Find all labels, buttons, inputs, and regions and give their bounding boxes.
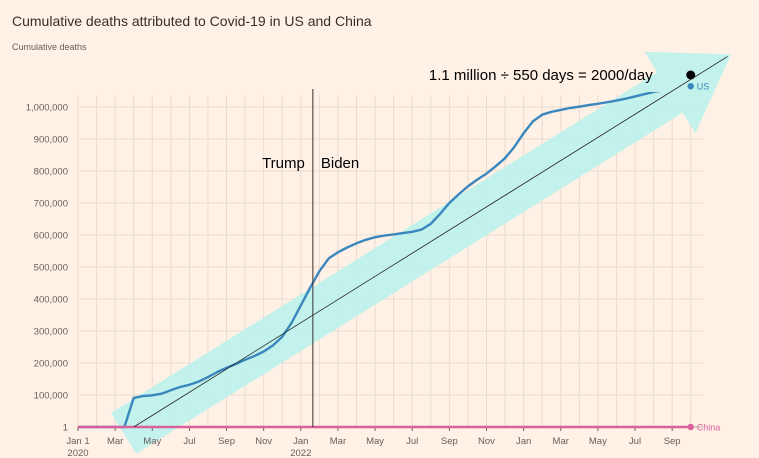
y-axis-label: Cumulative deaths bbox=[12, 42, 87, 52]
y-tick-label: 700,000 bbox=[34, 199, 68, 210]
x-tick-label: Jan bbox=[293, 436, 308, 447]
x-tick-label: Sep bbox=[218, 436, 235, 447]
series bbox=[78, 92, 691, 429]
y-tick-label: 400,000 bbox=[34, 295, 68, 306]
y-tick-label: 800,000 bbox=[34, 167, 68, 178]
x-tick-label: Mar bbox=[553, 436, 569, 447]
series-labels: US China bbox=[687, 82, 721, 433]
x-tick-label: Sep bbox=[441, 436, 458, 447]
y-tick-label: 100,000 bbox=[34, 391, 68, 402]
x-tick-sublabel: 2022 bbox=[290, 448, 311, 458]
y-tick-label: 600,000 bbox=[34, 231, 68, 242]
y-tick-label: 1 bbox=[63, 423, 68, 434]
chart-title: Cumulative deaths attributed to Covid-19… bbox=[12, 13, 372, 29]
x-tick-label: May bbox=[589, 436, 607, 447]
x-tick-label: Jan bbox=[516, 436, 531, 447]
x-tick-sublabel: 2020 bbox=[67, 448, 88, 458]
x-tick-label: Jul bbox=[406, 436, 418, 447]
series-endpoint-us bbox=[687, 83, 694, 90]
x-tick-label: Sep bbox=[664, 436, 681, 447]
x-tick-label: Mar bbox=[107, 436, 123, 447]
y-tick-label: 500,000 bbox=[34, 263, 68, 274]
x-tick-label: Nov bbox=[478, 436, 495, 447]
rate-marker bbox=[686, 70, 696, 80]
trend-arrow-band bbox=[110, 51, 732, 454]
trend-arrow bbox=[110, 51, 732, 454]
series-label-china: China bbox=[697, 423, 721, 433]
y-axis: 1 100,000 200,000 300,000 400,000 500,000 600,… bbox=[26, 103, 68, 434]
rate-formula: 1.1 million ÷ 550 days = 2000/day bbox=[429, 67, 653, 84]
series-endpoint-china bbox=[687, 423, 694, 431]
x-tick-label: Nov bbox=[255, 436, 272, 447]
series-label-us: US bbox=[697, 82, 710, 92]
x-tick-label: Jan 1 bbox=[66, 436, 89, 447]
y-tick-label: 900,000 bbox=[34, 135, 68, 146]
x-tick-label: May bbox=[366, 436, 384, 447]
y-tick-label: 1,000,000 bbox=[26, 103, 68, 114]
x-tick-label: May bbox=[143, 436, 161, 447]
series-line-us bbox=[78, 92, 661, 429]
x-tick-label: Mar bbox=[330, 436, 346, 447]
x-tick-label: Jul bbox=[629, 436, 641, 447]
trump-label: Trump bbox=[262, 155, 305, 172]
y-tick-label: 300,000 bbox=[34, 327, 68, 338]
x-tick-label: Jul bbox=[183, 436, 195, 447]
trend-line bbox=[133, 56, 728, 428]
annotations: Trump Biden 1.1 million ÷ 550 days = 2000/… bbox=[133, 56, 728, 428]
y-tick-label: 200,000 bbox=[34, 359, 68, 370]
biden-label: Biden bbox=[321, 155, 359, 172]
grid bbox=[77, 95, 703, 428]
